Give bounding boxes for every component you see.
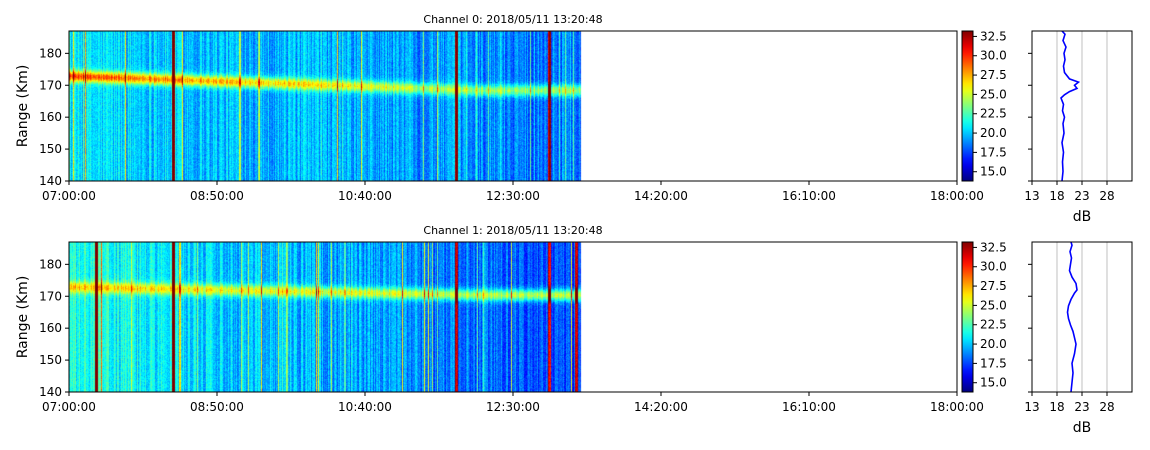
profile-axis-label-0: dB	[1073, 209, 1092, 225]
profile-y-ticks-0	[1028, 52, 1032, 182]
heatmap-y-ticks-0: 140 150 160 170 180	[39, 46, 69, 188]
range-tick-label: 140	[39, 174, 62, 188]
colorbar-tick-label: 32.5	[980, 240, 1007, 254]
heatmap-image-0	[69, 31, 957, 181]
profile-grid-0	[1056, 31, 1108, 181]
heatmap-x-ticks-1: 07:00:00 08:50:00 10:40:00 12:30:00 14:20:00…	[42, 392, 984, 414]
colorbar-tick-label: 32.5	[980, 29, 1007, 43]
profile-line-1	[1066, 241, 1078, 393]
heatmap-1: 07:00:00 08:50:00 10:40:00 12:30:00 14:20:00…	[15, 241, 984, 414]
profile-x-ticks-0: 13 18 23 28	[1024, 181, 1115, 203]
time-tick-label: 08:50:00	[190, 189, 244, 203]
time-tick-label: 16:10:00	[782, 189, 836, 203]
range-tick-label: 140	[39, 385, 62, 399]
time-tick-label: 18:00:00	[930, 400, 984, 414]
time-tick-label: 16:10:00	[782, 400, 836, 414]
profile-grid-1	[1056, 242, 1108, 392]
time-tick-label: 12:30:00	[486, 400, 540, 414]
panel-channel-1: Channel 1: 2018/05/11 13:20:48 07:00:00 0…	[15, 224, 1133, 436]
time-tick-label: 07:00:00	[42, 189, 96, 203]
colorbar-tick-label: 27.5	[980, 279, 1007, 293]
time-tick-label: 07:00:00	[42, 400, 96, 414]
range-tick-label: 180	[39, 46, 62, 60]
colorbar-tick-label: 20.0	[980, 337, 1007, 351]
time-tick-label: 10:40:00	[338, 400, 392, 414]
heatmap-image-1	[69, 242, 957, 392]
range-axis-label-0: Range (Km)	[15, 65, 31, 148]
time-tick-label: 18:00:00	[930, 189, 984, 203]
range-tick-label: 170	[39, 289, 62, 303]
colorbar-border-0	[961, 30, 974, 182]
range-tick-label: 150	[39, 353, 62, 367]
colorbar-tick-label: 30.0	[980, 260, 1007, 274]
profile-x-ticks-1: 13 18 23 28	[1024, 392, 1115, 414]
colorbar-tick-label: 25.0	[980, 87, 1007, 101]
colorbar-ticks-1: 15.0 17.5 20.0 22.5 25.0 27.5 30.0 32.5	[973, 240, 1007, 390]
range-tick-label: 180	[39, 257, 62, 271]
range-tick-label: 160	[39, 110, 62, 124]
profile-line-0	[1060, 30, 1081, 182]
profile-tick-label: 23	[1074, 400, 1089, 414]
time-tick-label: 12:30:00	[486, 189, 540, 203]
range-tick-label: 150	[39, 142, 62, 156]
colorbar-tick-label: 17.5	[980, 145, 1007, 159]
colorbar-tick-label: 27.5	[980, 68, 1007, 82]
colorbar-gradient-0	[962, 31, 973, 181]
colorbar-0: 15.0 17.5 20.0 22.5 25.0 27.5 30.0 32.5	[961, 29, 1007, 182]
profile-tick-label: 18	[1049, 189, 1064, 203]
time-tick-label: 14:20:00	[634, 400, 688, 414]
range-axis-label-1: Range (Km)	[15, 276, 31, 359]
colorbar-1: 15.0 17.5 20.0 22.5 25.0 27.5 30.0 32.5	[961, 240, 1007, 393]
profile-tick-label: 13	[1024, 189, 1039, 203]
heatmap-0: 07:00:00 08:50:00 10:40:00 12:30:00 14:20:00…	[15, 30, 984, 203]
profile-tick-label: 13	[1024, 400, 1039, 414]
profile-y-ticks-1	[1028, 263, 1032, 393]
colorbar-tick-label: 20.0	[980, 126, 1007, 140]
range-tick-label: 160	[39, 321, 62, 335]
range-tick-label: 170	[39, 78, 62, 92]
colorbar-tick-label: 25.0	[980, 298, 1007, 312]
heatmap-x-ticks-0: 07:00:00 08:50:00 10:40:00 12:30:00 14:20:00…	[42, 181, 984, 203]
colorbar-tick-label: 15.0	[980, 165, 1007, 179]
heatmap-raster-1	[69, 242, 957, 392]
colorbar-gradient-1	[962, 242, 973, 392]
profile-tick-label: 18	[1049, 400, 1064, 414]
colorbar-tick-label: 17.5	[980, 356, 1007, 370]
profile-axis-label-1: dB	[1073, 420, 1092, 436]
profile-1: 13 18 23 28 dB	[1024, 241, 1133, 436]
colorbar-tick-label: 30.0	[980, 49, 1007, 63]
colorbar-tick-label: 22.5	[980, 107, 1007, 121]
time-tick-label: 10:40:00	[338, 189, 392, 203]
panel-channel-0: Channel 0: 2018/05/11 13:20:48 07:00:00 0…	[15, 13, 1133, 225]
time-tick-label: 14:20:00	[634, 189, 688, 203]
profile-tick-label: 28	[1099, 189, 1114, 203]
heatmap-y-ticks-1: 140 150 160 170 180	[39, 257, 69, 399]
colorbar-tick-label: 15.0	[980, 376, 1007, 390]
colorbar-border-1	[961, 241, 974, 393]
heatmap-title-0: Channel 0: 2018/05/11 13:20:48	[423, 13, 602, 26]
profile-tick-label: 23	[1074, 189, 1089, 203]
time-tick-label: 08:50:00	[190, 400, 244, 414]
heatmap-title-1: Channel 1: 2018/05/11 13:20:48	[423, 224, 602, 237]
profile-tick-label: 28	[1099, 400, 1114, 414]
heatmap-raster-0	[69, 31, 957, 181]
profile-0: 13 18 23 28 dB	[1024, 30, 1133, 225]
colorbar-tick-label: 22.5	[980, 318, 1007, 332]
colorbar-ticks-0: 15.0 17.5 20.0 22.5 25.0 27.5 30.0 32.5	[973, 29, 1007, 179]
